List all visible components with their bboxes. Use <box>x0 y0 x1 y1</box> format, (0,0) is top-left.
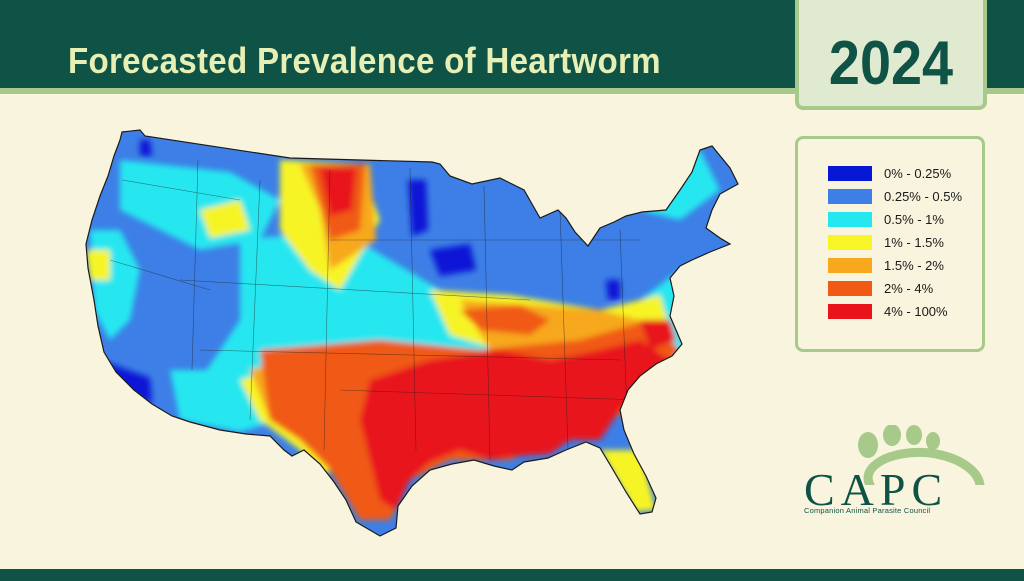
legend-label: 0.5% - 1% <box>884 211 944 227</box>
capc-logo: CAPC Companion Animal Parasite Council <box>800 425 985 525</box>
paw-print-icon <box>858 425 985 485</box>
year-label: 2024 <box>828 29 954 98</box>
legend-label: 4% - 100% <box>884 303 948 319</box>
legend-swatch <box>828 280 872 296</box>
legend-item: 4% - 100% <box>828 302 948 320</box>
legend-item: 0.5% - 1% <box>828 210 944 228</box>
legend-label: 1% - 1.5% <box>884 234 944 250</box>
legend-label: 0.25% - 0.5% <box>884 188 963 204</box>
legend-swatch <box>828 303 872 319</box>
legend-swatch <box>828 257 872 273</box>
legend-item: 1.5% - 2% <box>828 256 944 274</box>
header-accent-stripe <box>0 88 1024 94</box>
legend-item: 0% - 0.25% <box>828 164 951 182</box>
legend-swatch <box>828 211 872 227</box>
legend-item: 1% - 1.5% <box>828 233 944 251</box>
map-title: Forecasted Prevalence of Heartworm <box>68 40 661 81</box>
us-prevalence-map <box>85 129 739 537</box>
logo-wordmark: CAPC <box>804 464 949 515</box>
legend-label: 2% - 4% <box>884 280 934 296</box>
prevalence-legend: 0% - 0.25% 0.25% - 0.5% 0.5% - 1% 1% - 1… <box>795 136 985 352</box>
legend-label: 1.5% - 2% <box>884 257 944 273</box>
logo-subtitle: Companion Animal Parasite Council <box>804 506 931 515</box>
legend-swatch <box>828 234 872 250</box>
legend-item: 0.25% - 0.5% <box>828 187 962 205</box>
legend-swatch <box>828 165 872 181</box>
footer-band <box>0 569 1024 581</box>
legend-item: 2% - 4% <box>828 279 933 297</box>
legend-swatch <box>828 188 872 204</box>
year-badge: 2024 <box>795 0 987 110</box>
legend-label: 0% - 0.25% <box>884 165 952 181</box>
